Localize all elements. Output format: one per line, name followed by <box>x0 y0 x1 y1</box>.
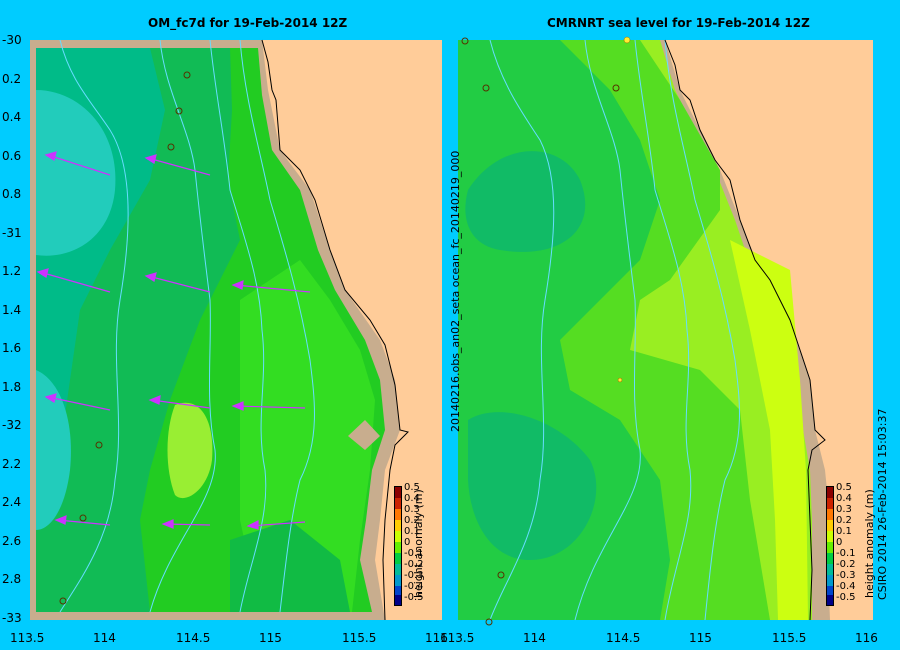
right-panel-title: CMRNRT sea level for 19-Feb-2014 12Z <box>547 16 810 30</box>
right-contour-south-eddy <box>468 412 597 560</box>
colorbar-tick-label: 0.5 <box>404 482 420 493</box>
right-colorbar <box>826 486 834 606</box>
x-tick-label: 114.5 <box>176 631 211 645</box>
right-map <box>458 36 873 626</box>
colorbar-tick-label: -0.3 <box>404 570 424 581</box>
right-bathymetry <box>489 39 740 621</box>
colorbar-tick-label: 0.1 <box>836 526 852 537</box>
y-tick-label: 2.2 <box>2 456 22 471</box>
x-tick-label: 114 <box>93 631 116 645</box>
right-colorbar-label: height anomaly (m) <box>863 489 876 598</box>
x-tick-label: 115 <box>689 631 712 645</box>
right-stations <box>461 37 620 626</box>
y-tick-label: 1.8 <box>2 379 22 394</box>
y-tick-label: 0.4 <box>2 110 22 124</box>
colorbar-tick-label: -0.1 <box>404 548 424 559</box>
colorbar-tick-label: -0.2 <box>836 559 856 570</box>
y-tick-label: -32 <box>2 418 22 432</box>
x-tick-label: 114.5 <box>606 631 641 645</box>
y-tick-label: 0.2 <box>2 71 22 86</box>
x-tick-label: 113.5 <box>10 631 45 645</box>
y-tick-label: 1.4 <box>2 302 22 317</box>
x-tick-label: 116 <box>855 631 878 645</box>
colorbar-tick-label: 0.2 <box>404 515 420 526</box>
x-tick-label: 113.5 <box>440 631 475 645</box>
colorbar-tick-label: 0.2 <box>836 515 852 526</box>
x-tick-label: 114 <box>523 631 546 645</box>
x-tick-label: 116 <box>425 631 448 645</box>
y-tick-label: 2.4 <box>2 495 22 509</box>
colorbar-tick-label: 0 <box>836 537 843 548</box>
right-contour-yellow-green <box>730 240 808 620</box>
colorbar-tick-label: -0.5 <box>404 592 424 603</box>
y-tick-label: 2.8 <box>2 572 22 586</box>
x-tick-label: 115 <box>259 631 282 645</box>
left-map <box>30 39 442 621</box>
left-island <box>348 420 380 450</box>
y-tick-label: 1.6 <box>2 341 22 355</box>
y-tick-label: 1.2 <box>2 264 22 278</box>
left-contour-light-teal <box>36 90 116 256</box>
right-side-label: 20140216.obs_an02_seta ocean_fc_20140219… <box>449 150 462 432</box>
x-tick-label: 115.5 <box>342 631 377 645</box>
colorbar-tick-label: -0.3 <box>836 570 856 581</box>
left-stations <box>59 71 191 605</box>
left-current-arrows <box>36 151 311 530</box>
colorbar-tick-label: 0.3 <box>404 504 420 515</box>
colorbar-tick-label: 0.4 <box>404 493 420 504</box>
colorbar-tick-label: -0.4 <box>836 581 856 592</box>
right-contour-north-eddy <box>465 151 586 252</box>
colorbar-tick-label: 0.1 <box>404 526 420 537</box>
y-tick-label: 2.6 <box>2 533 22 548</box>
colorbar-tick-label: -0.1 <box>836 548 856 559</box>
y-tick-label: -33 <box>2 610 22 625</box>
y-tick-label: -30 <box>2 33 22 47</box>
right-obs-points <box>617 36 631 383</box>
y-tick-label: 0.8 <box>2 187 22 201</box>
y-tick-label: -31 <box>2 225 22 240</box>
colorbar-tick-label: -0.4 <box>404 581 424 592</box>
colorbar-tick-label: 0.4 <box>836 493 852 504</box>
colorbar-tick-label: 0.5 <box>836 482 852 493</box>
colorbar-tick-label: 0.3 <box>836 504 852 515</box>
left-contour-south-teal <box>36 370 71 530</box>
credit-label: CSIRO 2014 26-Feb-2014 15:03:37 <box>876 408 889 600</box>
left-bathymetry <box>59 39 315 613</box>
x-tick-label: 115.5 <box>772 631 807 645</box>
colorbar-tick-label: -0.5 <box>836 592 856 603</box>
colorbar-tick-label: -0.2 <box>404 559 424 570</box>
left-coastline <box>261 39 409 621</box>
left-panel-title: OM_fc7d for 19-Feb-2014 12Z <box>148 16 348 30</box>
y-tick-label: 0.6 <box>2 148 22 163</box>
left-contour-south <box>230 520 350 612</box>
left-colorbar-label: height anomaly (m) <box>412 489 425 598</box>
left-colorbar <box>394 486 402 606</box>
colorbar-tick-label: 0 <box>404 537 411 548</box>
right-coastline <box>664 39 826 621</box>
left-warm-eddy <box>167 402 213 499</box>
